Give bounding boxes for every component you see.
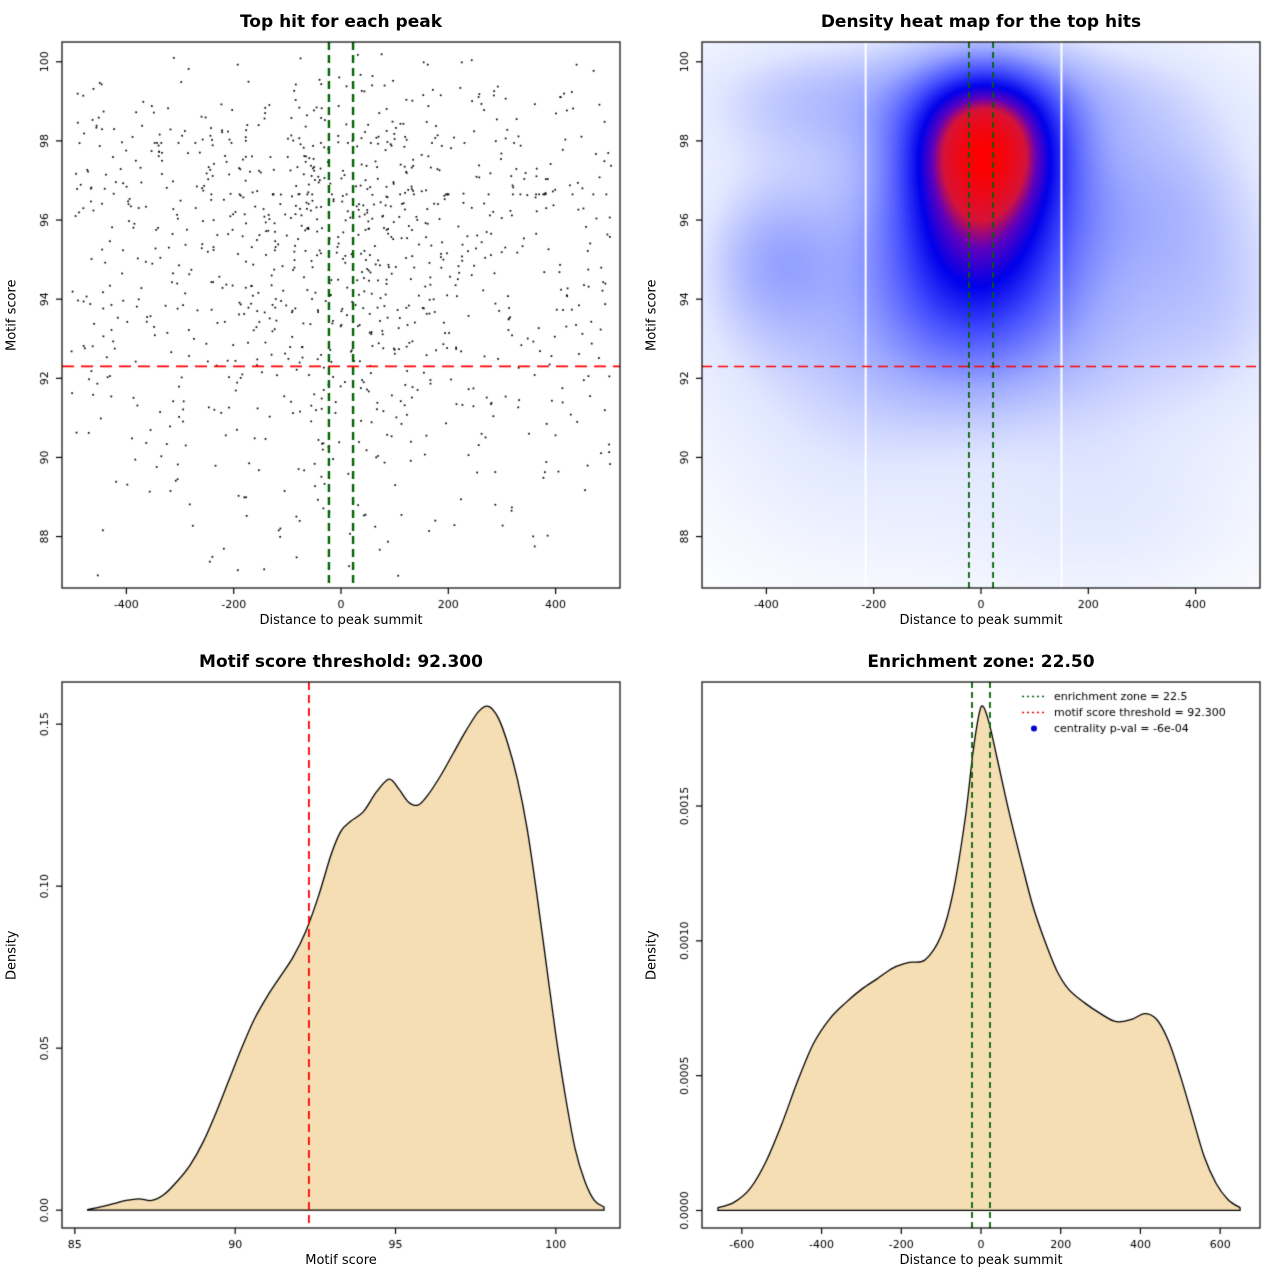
panel-motif-score-density: Motif score threshold: 92.300 Motif scor… bbox=[0, 640, 640, 1280]
scatter-ylabel: Motif score bbox=[4, 279, 20, 351]
motif-score-density-ylabel: Density bbox=[4, 930, 20, 980]
panel-enrichment-zone-density: Enrichment zone: 22.50 Distance to peak … bbox=[640, 640, 1280, 1280]
panel-top-hit-scatter: Top hit for each peak Distance to peak s… bbox=[0, 0, 640, 640]
enrichment-zone-title: Enrichment zone: 22.50 bbox=[867, 652, 1095, 672]
enrichment-zone-density-canvas bbox=[640, 640, 1280, 1280]
panel-density-heatmap: Density heat map for the top hits Distan… bbox=[640, 0, 1280, 640]
motif-score-density-title: Motif score threshold: 92.300 bbox=[199, 652, 483, 672]
scatter-xlabel: Distance to peak summit bbox=[259, 613, 423, 628]
motif-score-density-xlabel: Motif score bbox=[305, 1253, 377, 1268]
enrichment-zone-ylabel: Density bbox=[644, 930, 660, 980]
motif-score-density-canvas bbox=[0, 640, 640, 1280]
heatmap-ylabel: Motif score bbox=[644, 279, 660, 351]
scatter-plot-canvas bbox=[0, 0, 640, 640]
scatter-title: Top hit for each peak bbox=[239, 12, 443, 32]
heatmap-canvas bbox=[640, 0, 1280, 640]
heatmap-xlabel: Distance to peak summit bbox=[899, 613, 1063, 628]
enrichment-zone-xlabel: Distance to peak summit bbox=[899, 1253, 1063, 1268]
heatmap-title: Density heat map for the top hits bbox=[820, 12, 1142, 32]
